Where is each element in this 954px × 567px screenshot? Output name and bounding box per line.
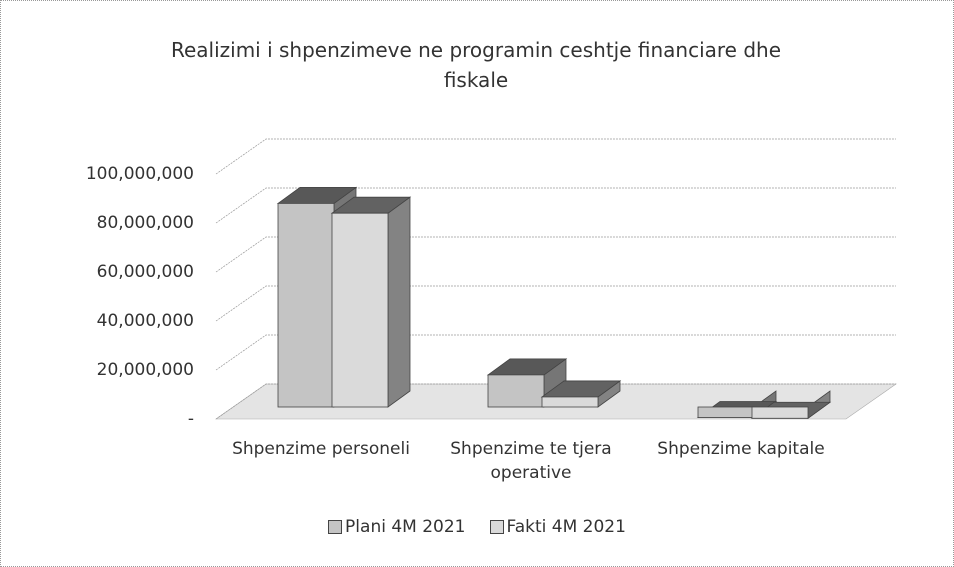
y-tick-label: 60,000,000 [97, 262, 194, 282]
grid-line [215, 383, 896, 420]
y-tick-label: 100,000,000 [86, 164, 194, 184]
bar [541, 396, 599, 408]
legend: Plani 4M 2021 Fakti 4M 2021 [1, 517, 953, 537]
grid-line [215, 138, 896, 175]
legend-item: Plani 4M 2021 [328, 517, 466, 537]
grid-line [215, 334, 896, 371]
grid-line [215, 285, 896, 322]
bar [697, 406, 755, 418]
bar [331, 212, 389, 408]
legend-swatch [328, 520, 343, 534]
bar [751, 406, 809, 419]
y-tick-label: 40,000,000 [97, 311, 194, 331]
grid-line [215, 236, 896, 273]
y-tick-label: - [188, 409, 194, 429]
legend-label: Fakti 4M 2021 [506, 517, 626, 537]
y-tick-label: 80,000,000 [97, 213, 194, 233]
bar [277, 202, 335, 408]
x-tick-label: Shpenzime kapitale [657, 439, 825, 459]
chart-title: Realizimi i shpenzimeve ne programin ces… [170, 38, 782, 92]
legend-item: Fakti 4M 2021 [489, 517, 626, 537]
x-tick-label: Shpenzime te tjera operative [450, 439, 612, 483]
x-tick-label: Shpenzime personeli [232, 439, 410, 459]
grid-line [215, 187, 896, 224]
bar [487, 374, 545, 408]
legend-label: Plani 4M 2021 [345, 517, 466, 537]
legend-swatch [489, 520, 504, 534]
bar-side [387, 196, 411, 408]
y-tick-label: 20,000,000 [97, 360, 194, 380]
